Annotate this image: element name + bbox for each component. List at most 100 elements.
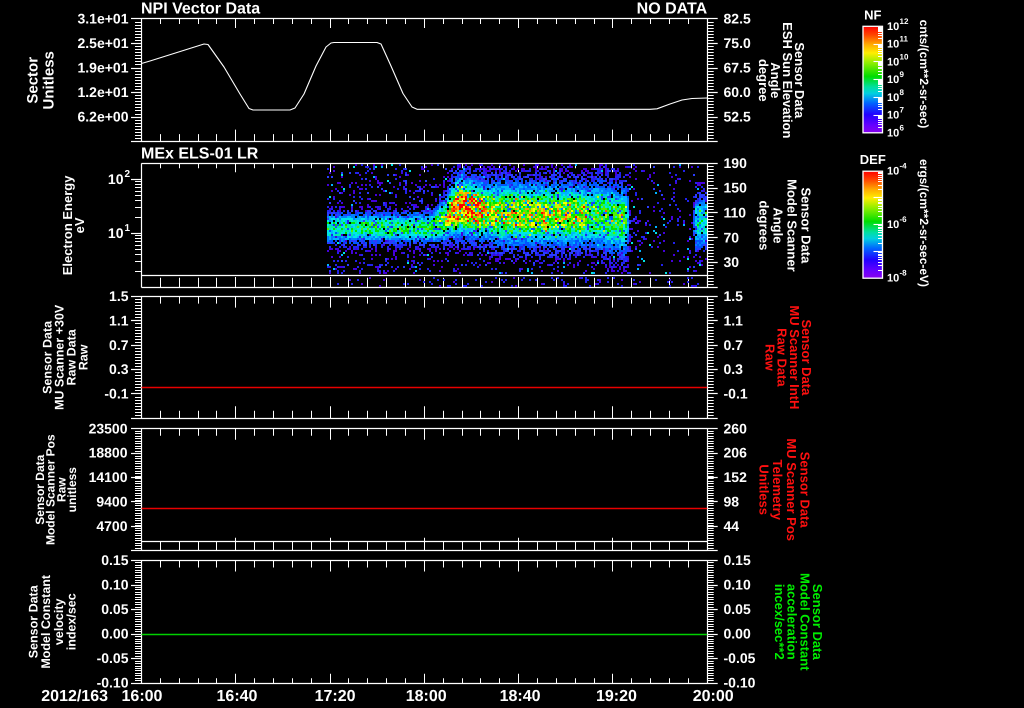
svg-text:16:00: 16:00 bbox=[122, 688, 163, 705]
svg-text:1.1: 1.1 bbox=[724, 312, 744, 328]
svg-text:1.2e+01: 1.2e+01 bbox=[78, 84, 129, 100]
svg-text:incex/sec**2: incex/sec**2 bbox=[772, 584, 787, 660]
svg-text:0.7: 0.7 bbox=[109, 337, 129, 353]
svg-text:16:40: 16:40 bbox=[217, 688, 258, 705]
svg-text:index/sec: index/sec bbox=[65, 593, 79, 650]
svg-text:2012/163: 2012/163 bbox=[41, 688, 108, 705]
svg-text:1.9e+01: 1.9e+01 bbox=[78, 60, 129, 76]
svg-text:MEx ELS-01 LR: MEx ELS-01 LR bbox=[141, 146, 259, 163]
svg-text:-4: -4 bbox=[900, 162, 908, 171]
svg-text:Sensor Data: Sensor Data bbox=[810, 584, 825, 661]
svg-text:Sensor Data: Sensor Data bbox=[792, 42, 807, 119]
svg-text:18:00: 18:00 bbox=[406, 688, 447, 705]
svg-text:0.10: 0.10 bbox=[101, 577, 128, 593]
svg-text:0.05: 0.05 bbox=[724, 601, 751, 617]
svg-text:acceleration: acceleration bbox=[785, 584, 800, 660]
svg-text:10: 10 bbox=[887, 166, 899, 178]
svg-text:10: 10 bbox=[887, 92, 899, 104]
svg-text:19:20: 19:20 bbox=[596, 688, 637, 705]
svg-text:1.5: 1.5 bbox=[109, 288, 129, 304]
svg-text:Model Scanner: Model Scanner bbox=[785, 179, 800, 271]
svg-text:3.1e+01: 3.1e+01 bbox=[78, 11, 129, 27]
svg-text:0.10: 0.10 bbox=[724, 577, 751, 593]
svg-text:10: 10 bbox=[108, 171, 124, 187]
svg-text:1.1: 1.1 bbox=[109, 312, 129, 328]
svg-text:18:40: 18:40 bbox=[500, 688, 541, 705]
svg-text:10: 10 bbox=[887, 110, 899, 122]
svg-text:0.00: 0.00 bbox=[724, 626, 751, 642]
svg-text:Model Scanner Pos: Model Scanner Pos bbox=[44, 434, 58, 545]
svg-text:12: 12 bbox=[900, 17, 909, 26]
svg-text:10: 10 bbox=[887, 21, 899, 33]
svg-text:150: 150 bbox=[724, 180, 748, 196]
svg-text:Sensor Data: Sensor Data bbox=[799, 187, 814, 264]
svg-text:ergs/(cm**2-sr-sec-eV): ergs/(cm**2-sr-sec-eV) bbox=[917, 159, 931, 287]
svg-text:10: 10 bbox=[887, 273, 899, 285]
svg-text:18800: 18800 bbox=[89, 445, 128, 461]
svg-text:MU Scanner +30V: MU Scanner +30V bbox=[53, 304, 67, 410]
svg-text:0.00: 0.00 bbox=[101, 626, 128, 642]
svg-text:0.3: 0.3 bbox=[109, 361, 129, 377]
svg-text:70: 70 bbox=[724, 229, 740, 245]
svg-text:60.0: 60.0 bbox=[724, 84, 751, 100]
svg-text:-0.05: -0.05 bbox=[97, 650, 129, 666]
svg-text:NF: NF bbox=[864, 7, 881, 22]
svg-text:67.5: 67.5 bbox=[724, 60, 751, 76]
svg-text:NO DATA: NO DATA bbox=[637, 1, 708, 18]
svg-text:-0.1: -0.1 bbox=[104, 386, 128, 402]
svg-text:98: 98 bbox=[724, 493, 740, 509]
svg-text:4700: 4700 bbox=[96, 518, 127, 534]
svg-text:MU Scanner Pos: MU Scanner Pos bbox=[784, 438, 799, 541]
svg-text:MU Scanner IntH: MU Scanner IntH bbox=[787, 305, 802, 409]
svg-text:degrees: degrees bbox=[757, 200, 772, 250]
svg-text:10: 10 bbox=[887, 127, 899, 139]
svg-text:NPI Vector Data: NPI Vector Data bbox=[141, 1, 260, 18]
svg-text:10: 10 bbox=[887, 219, 899, 231]
svg-text:10: 10 bbox=[108, 225, 124, 241]
svg-text:260: 260 bbox=[724, 420, 748, 436]
svg-text:Model Constant: Model Constant bbox=[797, 573, 812, 671]
svg-text:cnts/(cm**2-sr-sec): cnts/(cm**2-sr-sec) bbox=[917, 20, 931, 129]
svg-text:Raw Data: Raw Data bbox=[775, 328, 790, 387]
svg-text:0.3: 0.3 bbox=[724, 361, 744, 377]
svg-text:Angle: Angle bbox=[771, 207, 786, 243]
svg-text:Electron Energy: Electron Energy bbox=[60, 175, 75, 275]
svg-text:DEF: DEF bbox=[860, 152, 886, 167]
svg-text:6: 6 bbox=[900, 123, 905, 132]
svg-text:Raw Data: Raw Data bbox=[65, 328, 79, 385]
svg-text:7: 7 bbox=[900, 106, 905, 115]
svg-text:unitless: unitless bbox=[65, 467, 79, 513]
svg-text:Telemetry: Telemetry bbox=[770, 459, 785, 520]
svg-text:-0.10: -0.10 bbox=[724, 675, 756, 691]
svg-text:152: 152 bbox=[724, 469, 748, 485]
svg-text:1: 1 bbox=[125, 223, 131, 234]
svg-text:110: 110 bbox=[724, 205, 747, 221]
svg-text:Sensor Data: Sensor Data bbox=[799, 319, 814, 396]
svg-text:10: 10 bbox=[900, 52, 909, 61]
svg-text:206: 206 bbox=[724, 445, 748, 461]
svg-text:Sensor Data: Sensor Data bbox=[41, 320, 55, 394]
svg-text:Angle: Angle bbox=[768, 62, 783, 98]
svg-text:14100: 14100 bbox=[89, 469, 128, 485]
svg-text:20:00: 20:00 bbox=[693, 688, 734, 705]
svg-text:0.05: 0.05 bbox=[101, 601, 128, 617]
svg-text:30: 30 bbox=[724, 254, 740, 270]
svg-text:2.5e+01: 2.5e+01 bbox=[78, 35, 129, 51]
svg-text:6.2e+00: 6.2e+00 bbox=[78, 109, 129, 125]
svg-text:10: 10 bbox=[887, 56, 899, 68]
svg-text:9: 9 bbox=[900, 70, 905, 79]
svg-text:Sensor Data: Sensor Data bbox=[26, 584, 40, 658]
svg-text:190: 190 bbox=[724, 155, 748, 171]
svg-text:Sensor Data: Sensor Data bbox=[33, 454, 47, 524]
svg-text:Raw: Raw bbox=[54, 477, 68, 502]
svg-text:-0.1: -0.1 bbox=[724, 386, 748, 402]
svg-text:10: 10 bbox=[887, 74, 899, 86]
svg-text:Raw: Raw bbox=[77, 344, 91, 370]
svg-text:0.15: 0.15 bbox=[101, 552, 128, 568]
svg-text:Unitless: Unitless bbox=[757, 464, 772, 515]
svg-text:0.15: 0.15 bbox=[724, 552, 751, 568]
svg-text:Sector: Sector bbox=[25, 57, 42, 104]
svg-text:75.0: 75.0 bbox=[724, 35, 751, 51]
svg-text:Raw: Raw bbox=[763, 344, 778, 372]
svg-text:Sensor Data: Sensor Data bbox=[798, 452, 813, 529]
